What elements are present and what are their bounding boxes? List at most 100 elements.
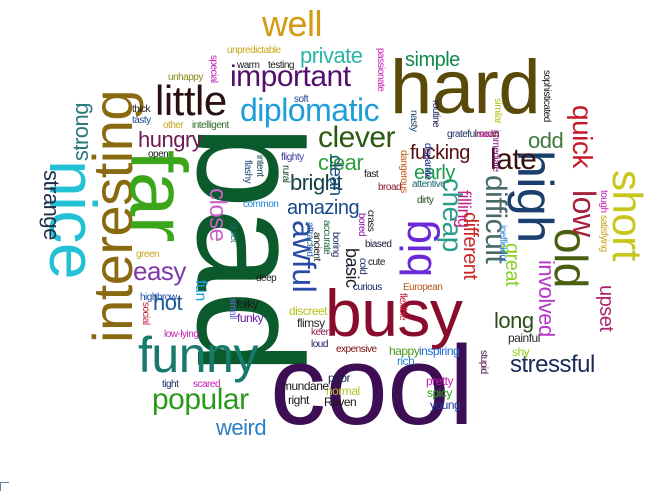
word-long: long: [494, 308, 534, 333]
word-bright: bright: [290, 170, 343, 195]
word-deep: deep: [256, 273, 277, 284]
word-fast: fast: [364, 169, 379, 180]
word-stressful: stressful: [510, 351, 595, 378]
word-mundane: mundane: [282, 379, 329, 393]
word-hard: hard: [390, 45, 541, 130]
word-little: little: [155, 77, 227, 124]
word-clever: clever: [318, 121, 396, 154]
word-inspiring: inspiring: [419, 344, 460, 358]
word-intelligent: intelligent: [192, 120, 229, 131]
word-involved: involved: [534, 260, 559, 337]
word-accurate: accurate: [321, 220, 332, 255]
word-old: old: [545, 228, 597, 288]
word-open: open: [148, 149, 169, 160]
word-difficult: difficult: [479, 175, 512, 264]
word-strange: strange: [39, 170, 64, 240]
word-odd: odd: [528, 128, 564, 153]
word-rural: rural: [280, 165, 291, 183]
word-boring: boring: [330, 232, 341, 257]
word-common: common: [243, 199, 279, 210]
word-attracted: attracted: [304, 222, 315, 257]
word-nasty: nasty: [408, 110, 419, 132]
word-diplomatic: diplomatic: [240, 92, 380, 128]
word-clean: clean: [326, 155, 346, 196]
word-tough: tough: [598, 190, 609, 213]
word-shy: shy: [512, 345, 530, 359]
word-thick: thick: [132, 104, 151, 115]
word-short: short: [604, 170, 651, 261]
word-warm: warm: [237, 60, 260, 71]
word-unpredictable: unpredictable: [227, 45, 281, 56]
word-private: private: [300, 43, 363, 68]
word-scared: scared: [193, 379, 221, 390]
word-well: well: [262, 3, 323, 44]
word-close: close: [204, 188, 231, 242]
word-strong: strong: [68, 103, 93, 162]
word-ancient: ancient: [311, 232, 322, 261]
word-upset: upset: [595, 285, 617, 332]
word-rich: rich: [397, 354, 415, 368]
word-sad: sad: [478, 129, 493, 140]
word-sophisticated: sophisticated: [541, 70, 552, 122]
word-satisfying: satisfying: [598, 215, 609, 252]
word-big: big: [392, 220, 441, 278]
word-flashy: flashy: [242, 160, 253, 184]
word-cheap: cheap: [437, 178, 468, 252]
word-important: important: [230, 60, 351, 93]
word-low: low: [566, 190, 602, 237]
word-tasty: tasty: [132, 115, 151, 126]
word-hungry: hungry: [138, 127, 203, 152]
word-funny: funny: [138, 327, 258, 383]
word-dangerous: dangerous: [398, 150, 409, 193]
word-european: European: [403, 282, 443, 293]
word-far: far: [114, 150, 203, 242]
word-attentive: attentive: [412, 179, 446, 190]
word-hot: hot: [153, 290, 183, 315]
word-dirty: dirty: [417, 195, 434, 206]
word-broad: broad: [378, 182, 402, 193]
word-flimsy: flimsy: [297, 316, 325, 330]
word-funky: funky: [237, 311, 264, 325]
word-easy: easy: [133, 256, 186, 286]
word-passionate: passionate: [375, 48, 386, 92]
word-poor: poor: [328, 371, 351, 385]
word-pretty: pretty: [426, 374, 454, 388]
word-cool: cool: [270, 323, 474, 448]
word-flighty: flighty: [281, 152, 304, 163]
word-folky: folky: [236, 297, 259, 311]
word-similar: similar: [492, 98, 503, 124]
word-curious: curious: [353, 282, 382, 293]
word-bored: bored: [356, 213, 367, 237]
word-cute: cute: [368, 257, 385, 268]
word-flexible: flexible: [397, 293, 408, 321]
word-small: small: [227, 298, 238, 319]
word-different: different: [459, 212, 481, 280]
word-quick: quick: [567, 105, 598, 168]
word-other: other: [163, 120, 184, 131]
word-normal: normal: [326, 384, 360, 398]
word-testing: testing: [268, 60, 294, 71]
word-keen: keen: [311, 327, 331, 338]
word-early: early: [414, 162, 455, 184]
word-raven: Raven: [324, 395, 357, 409]
word-inefficient: inefficient: [497, 225, 508, 262]
word-spicy: spicy: [427, 386, 452, 400]
word-immediate: immediate: [490, 130, 501, 172]
word-crass: crass: [365, 210, 376, 232]
word-painful: painful: [508, 331, 540, 345]
word-high: high: [507, 150, 563, 243]
word-happy: happy: [389, 344, 420, 358]
word-quiet: quiet: [228, 223, 239, 243]
word-busy: busy: [325, 276, 463, 350]
word-great: great: [501, 243, 523, 287]
word-tight: tight: [162, 379, 179, 390]
word-highbrow: highbrow: [140, 292, 177, 303]
word-bad: bad: [166, 125, 334, 374]
word-simple: simple: [405, 49, 460, 71]
word-nice: nice: [36, 160, 110, 280]
word-weird: weird: [216, 415, 267, 440]
word-stupid: stupid: [478, 350, 489, 374]
word-green: green: [136, 249, 160, 260]
word-social: social: [140, 302, 151, 325]
